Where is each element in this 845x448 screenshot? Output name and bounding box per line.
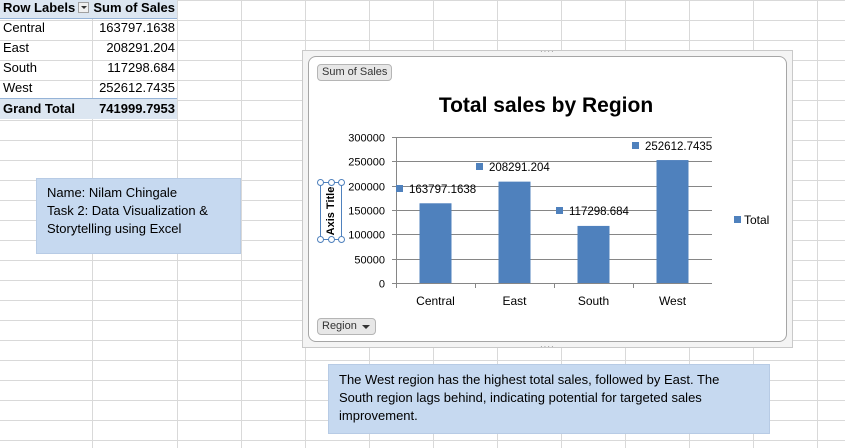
legend-swatch <box>734 216 741 223</box>
row-labels-filter-button[interactable] <box>78 2 89 13</box>
chart-legend[interactable]: Total <box>734 213 769 227</box>
y-tick-label: 0 <box>379 279 385 291</box>
row-label: South <box>3 60 37 75</box>
data-label-marker <box>476 163 483 170</box>
row-value: 163797.1638 <box>99 20 175 35</box>
bar <box>498 181 531 283</box>
y-tick-label: 150000 <box>348 206 385 218</box>
legend-label: Total <box>744 213 770 227</box>
y-tick-label: 200000 <box>348 182 385 194</box>
sum-of-sales-field-button[interactable]: Sum of Sales <box>317 64 393 81</box>
row-value: 252612.7435 <box>99 80 175 95</box>
data-label: 163797.1638 <box>409 184 476 196</box>
bar <box>577 225 610 283</box>
row-value: 208291.204 <box>106 40 175 55</box>
grand-total-value: 741999.7953 <box>99 101 175 116</box>
table-row[interactable]: West 252612.7435 <box>0 78 177 98</box>
x-tick-label: East <box>502 294 527 308</box>
row-label: East <box>3 40 30 55</box>
sum-of-sales-header[interactable]: Sum of Sales <box>93 0 175 15</box>
grand-total-row[interactable]: Grand Total 741999.7953 <box>0 98 177 119</box>
data-label: 117298.684 <box>569 206 630 218</box>
data-label-marker <box>632 142 639 149</box>
row-label: Central <box>3 20 45 35</box>
y-tick-label: 50000 <box>354 255 385 267</box>
chevron-down-icon <box>361 325 370 329</box>
bar <box>656 160 689 283</box>
y-tick-label: 250000 <box>348 157 385 169</box>
y-tick-label: 100000 <box>348 230 385 242</box>
pivot-header-row: Row Labels Sum of Sales <box>0 0 177 19</box>
data-label-marker <box>556 207 563 214</box>
row-labels-header[interactable]: Row Labels <box>3 0 76 15</box>
data-label-marker <box>396 185 403 192</box>
insight-line-3: improvement. <box>339 408 418 423</box>
table-row[interactable]: South 117298.684 <box>0 58 177 78</box>
region-field-button[interactable]: Region <box>317 318 376 335</box>
insight-text-box[interactable]: The West region has the highest total sa… <box>328 364 770 434</box>
chart-area[interactable] <box>308 56 787 342</box>
x-tick-label: Central <box>416 294 455 308</box>
x-axis-ticks: Central East South West <box>416 294 687 308</box>
x-tick-label: South <box>578 294 609 308</box>
author-name: Name: Nilam Chingale <box>47 185 178 200</box>
insight-line-1: The West region has the highest total sa… <box>339 372 720 387</box>
author-text-box[interactable]: Name: Nilam Chingale Task 2: Data Visual… <box>36 178 241 254</box>
axis-title-selection[interactable] <box>317 179 345 243</box>
chart-resize-handle-bottom[interactable]: ···· <box>540 342 555 351</box>
region-field-label: Region <box>322 320 357 332</box>
grand-total-label: Grand Total <box>3 101 75 116</box>
insight-line-2: South region lags behind, indicating pot… <box>339 390 702 405</box>
table-row[interactable]: Central 163797.1638 <box>0 18 177 38</box>
chart-resize-handle-top[interactable]: ···· <box>540 47 555 56</box>
data-labels: 163797.1638 208291.204 117298.684 252612.74… <box>396 141 712 218</box>
y-axis-ticks: 0 50000 100000 150000 200000 250000 300000 <box>348 133 385 291</box>
chart-title[interactable]: Total sales by Region <box>438 94 654 117</box>
y-axis-title[interactable]: Axis Title <box>325 186 337 236</box>
row-value: 117298.684 <box>107 60 175 75</box>
bars <box>419 160 689 283</box>
row-label: West <box>3 80 33 95</box>
table-row[interactable]: East 208291.204 <box>0 38 177 58</box>
data-label: 252612.7435 <box>645 141 712 153</box>
task-line-1: Task 2: Data Visualization & <box>47 203 208 218</box>
task-line-2: Storytelling using Excel <box>47 221 182 236</box>
bar <box>419 203 452 283</box>
data-label: 208291.204 <box>489 162 550 174</box>
x-tick-label: West <box>659 294 687 308</box>
y-tick-label: 300000 <box>348 133 385 145</box>
